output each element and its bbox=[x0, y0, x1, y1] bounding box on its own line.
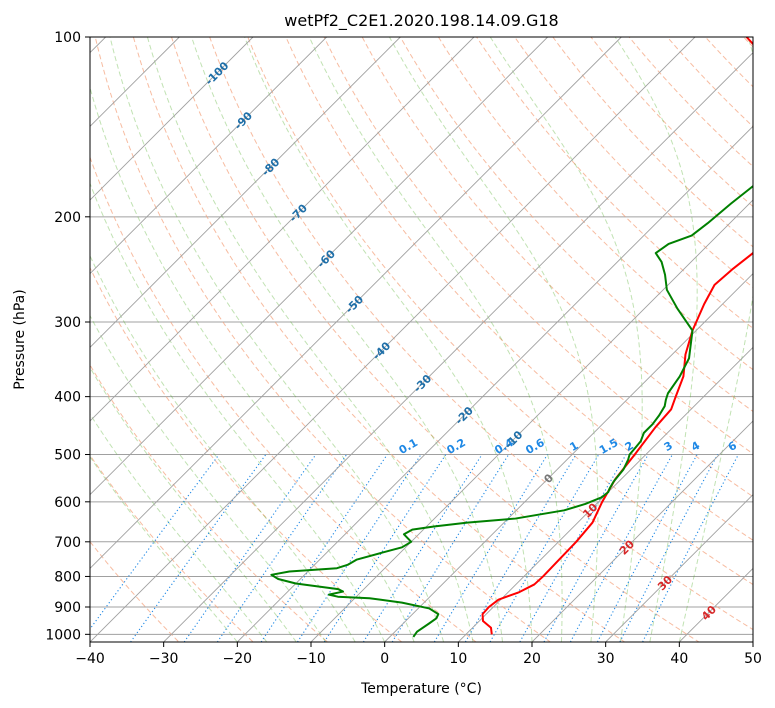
dry-adiabat-line bbox=[209, 37, 753, 631]
isobar-grid bbox=[90, 37, 753, 635]
dry-adiabat-line bbox=[438, 37, 753, 371]
x-tick-label: 10 bbox=[449, 651, 467, 667]
dry-adiabat-line bbox=[90, 364, 329, 642]
dewpoint-line bbox=[270, 184, 753, 638]
mixing-ratio-line bbox=[433, 454, 548, 642]
mixing-ratio-line bbox=[391, 454, 510, 642]
x-axis-label: Temperature (°C) bbox=[360, 681, 482, 697]
dry-adiabat-line bbox=[90, 155, 477, 642]
x-tick-label: 50 bbox=[744, 651, 762, 667]
moist-adiabat-line bbox=[90, 182, 386, 642]
isotherm-line bbox=[90, 37, 622, 569]
dry-adiabat-line bbox=[90, 540, 180, 642]
y-tick-label: 1000 bbox=[45, 627, 81, 643]
mixing-ratio-line bbox=[216, 454, 348, 642]
moist-adiabat-line bbox=[678, 37, 753, 642]
moist-adiabat-line bbox=[90, 413, 268, 642]
isotherm-line bbox=[90, 37, 548, 496]
moist-adiabat-line bbox=[90, 455, 238, 642]
plot-area: 0.10.20.40.611.52346810131620253036-100-… bbox=[90, 37, 753, 642]
mixing-ratio-line bbox=[619, 454, 719, 642]
y-tick-label: 600 bbox=[54, 495, 81, 511]
y-axis-label: Pressure (hPa) bbox=[12, 289, 28, 389]
dry-adiabat-line bbox=[94, 37, 552, 642]
axes: −40 −30 −20 −10 0 10 20 30 40 50 100 200 300 400 500 60… bbox=[45, 30, 762, 667]
isotherm-line bbox=[384, 273, 753, 642]
x-tick-label: 0 bbox=[380, 651, 389, 667]
temperature-line bbox=[481, 37, 753, 635]
moist-adiabat-line bbox=[146, 37, 474, 642]
plot-frame bbox=[89, 36, 754, 643]
y-tick-label: 500 bbox=[54, 448, 81, 464]
y-tick-label: 900 bbox=[54, 600, 81, 616]
isotherm-line bbox=[531, 420, 753, 642]
dry-adiabat-line bbox=[323, 37, 753, 498]
isotherm-line bbox=[90, 37, 327, 275]
moist-adiabat-line bbox=[109, 37, 445, 642]
mixing-ratio-line bbox=[464, 454, 577, 642]
y-tick-label: 300 bbox=[54, 315, 81, 331]
moist-adiabat-line bbox=[191, 37, 504, 642]
y-tick-label: 700 bbox=[54, 535, 81, 551]
y-tick-label: 800 bbox=[54, 569, 81, 585]
x-tick-label: −40 bbox=[75, 651, 105, 667]
mixing-ratio-line bbox=[260, 454, 388, 642]
moist-adiabat-line bbox=[90, 254, 356, 642]
moist-adiabats bbox=[90, 37, 753, 642]
moist-adiabat-line bbox=[244, 37, 533, 642]
mixing-ratio-line bbox=[543, 454, 649, 642]
moist-adiabat-line bbox=[614, 37, 698, 642]
mixing-ratio-lines bbox=[90, 454, 739, 642]
moist-adiabat-line bbox=[389, 37, 599, 642]
moist-adiabat-line bbox=[308, 37, 563, 642]
x-tick-label: −10 bbox=[296, 651, 326, 667]
mixing-ratio-line bbox=[596, 454, 698, 642]
isotherm-line bbox=[163, 52, 753, 642]
mixing-ratio-line bbox=[642, 454, 739, 642]
isotherm-line bbox=[90, 37, 475, 422]
moist-adiabat-line bbox=[489, 37, 643, 642]
x-tick-label: 40 bbox=[670, 651, 688, 667]
isotherm-line bbox=[458, 346, 753, 642]
dry-adiabat-line bbox=[399, 37, 753, 413]
dry-adiabat-line bbox=[171, 37, 700, 642]
isotherm-line bbox=[237, 125, 753, 642]
y-tick-label: 400 bbox=[54, 390, 81, 406]
y-tick-label: 100 bbox=[54, 30, 81, 46]
x-tick-label: −30 bbox=[149, 651, 179, 667]
x-tick-label: 30 bbox=[597, 651, 615, 667]
x-tick-label: 20 bbox=[523, 651, 541, 667]
isotherm-line bbox=[605, 494, 753, 642]
dry-adiabat-line bbox=[514, 37, 753, 289]
isotherm-line bbox=[90, 37, 254, 201]
isotherm-line bbox=[90, 37, 696, 642]
dry-adiabat-line bbox=[247, 37, 753, 586]
x-tick-label: −20 bbox=[223, 651, 253, 667]
chart-title: wetPf2_C2E1.2020.198.14.09.G18 bbox=[284, 11, 558, 31]
data-series bbox=[270, 37, 753, 638]
dry-adiabat-line bbox=[132, 37, 626, 642]
y-tick-label: 200 bbox=[54, 210, 81, 226]
mixing-ratio-line bbox=[569, 454, 673, 642]
moist-adiabat-line bbox=[90, 314, 327, 642]
isotherm-line bbox=[90, 37, 401, 348]
mixing-ratio-line bbox=[489, 454, 600, 642]
dry-adiabat-line bbox=[90, 454, 254, 642]
